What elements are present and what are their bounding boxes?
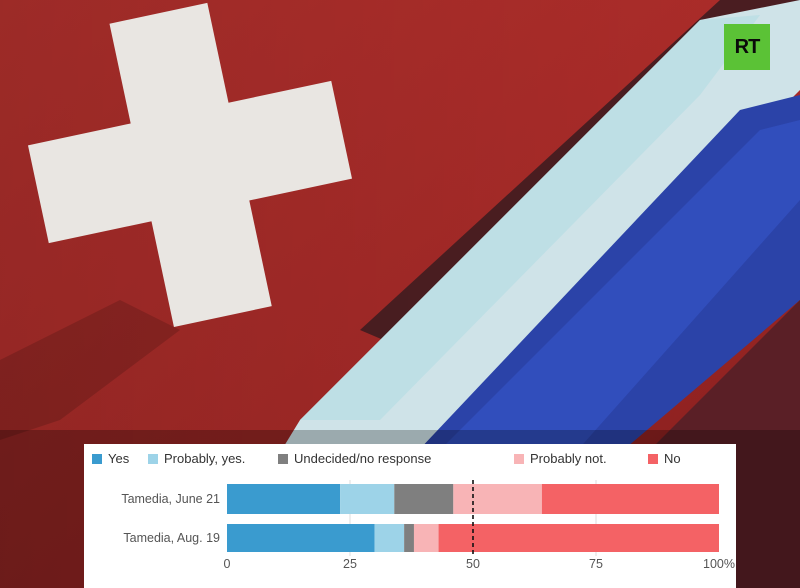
legend-swatch	[278, 453, 288, 464]
x-tick-label: 0	[224, 557, 231, 571]
bar-segment	[227, 484, 341, 514]
legend-label: Yes	[108, 451, 130, 466]
legend-item-probably-yes: Probably, yes.	[148, 451, 245, 466]
legend-label: Probably, yes.	[164, 451, 246, 466]
stacked-bar-chart: Tamedia, June 21 Tamedia, Aug. 19 0 25 50 75 1…	[121, 480, 735, 571]
category-label: Tamedia, June 21	[121, 492, 220, 506]
bar-segment	[453, 484, 542, 514]
legend-swatch	[514, 453, 524, 464]
legend-label: No	[664, 451, 681, 466]
legend-swatch	[92, 453, 102, 464]
legend-label: Probably not.	[530, 451, 607, 466]
rt-logo-text: RT	[734, 35, 761, 58]
bar-segment	[413, 524, 439, 552]
legend-item-yes: Yes	[92, 451, 129, 466]
rt-logo: RT	[724, 24, 770, 70]
legend-swatch	[148, 453, 158, 464]
bar-segment	[394, 484, 454, 514]
poll-chart-panel: Yes Probably, yes. Undecided/no response…	[84, 444, 736, 588]
bar-segment	[374, 524, 405, 552]
legend-swatch	[648, 453, 658, 464]
legend-item-probably-not: Probably not.	[514, 451, 607, 466]
x-tick-label: 100%	[703, 557, 735, 571]
x-tick-label: 25	[343, 557, 357, 571]
chart-legend: Yes Probably, yes. Undecided/no response…	[92, 451, 732, 467]
legend-item-no: No	[648, 451, 681, 466]
bar-segment	[340, 484, 395, 514]
x-tick-label: 50	[466, 557, 480, 571]
bar-segment	[541, 484, 719, 514]
legend-item-undecided: Undecided/no response	[278, 451, 431, 466]
category-label: Tamedia, Aug. 19	[123, 531, 220, 545]
bar-segment	[404, 524, 414, 552]
legend-label: Undecided/no response	[294, 451, 432, 466]
x-tick-label: 75	[589, 557, 603, 571]
bar-segment	[227, 524, 375, 552]
bar-segment	[438, 524, 719, 552]
